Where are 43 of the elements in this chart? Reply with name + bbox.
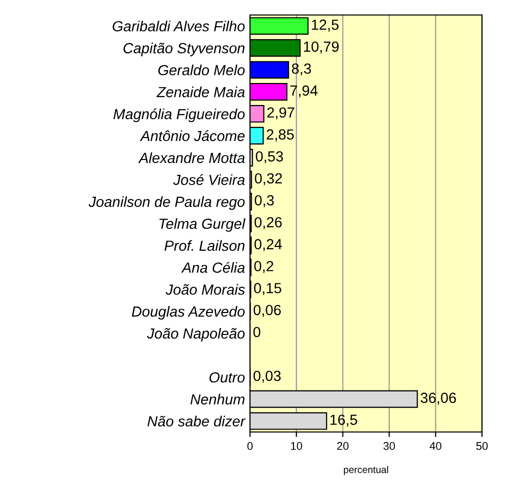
- x-tick-label: 30: [383, 442, 395, 450]
- data-label: 12,5: [312, 20, 339, 32]
- y-tick-label: João Napoleão: [147, 328, 245, 342]
- y-tick-label: Magnólia Figueiredo: [113, 108, 245, 122]
- data-label: 16,5: [330, 414, 358, 427]
- data-label: 7,94: [290, 85, 318, 98]
- y-tick-label: Zenaide Maia: [156, 86, 245, 98]
- y-tick-label: Prof. Lailson: [164, 240, 244, 251]
- y-tick-label: José Vieira: [173, 174, 245, 186]
- data-label: 8,3: [292, 63, 311, 76]
- data-label: 0,06: [254, 304, 281, 317]
- data-label: 10,79: [304, 42, 339, 54]
- y-tick-label: Douglas Azevedo: [132, 306, 245, 320]
- y-tick-label: Não sabe dizer: [148, 416, 246, 426]
- data-label: 0,3: [254, 195, 274, 208]
- data-label: 0: [253, 326, 260, 338]
- data-label: 36,06: [420, 392, 456, 405]
- data-label: 0,32: [254, 173, 282, 186]
- data-label: 0,15: [254, 282, 282, 295]
- data-label: 0,24: [254, 239, 282, 252]
- data-label: 2,97: [267, 107, 294, 120]
- x-tick-label: 10: [291, 442, 302, 450]
- x-tick-label: 20: [337, 442, 349, 450]
- y-tick-label: Capitão Styvenson: [124, 42, 244, 56]
- y-tick-label: João Morais: [166, 284, 245, 295]
- data-label: 0,2: [254, 260, 274, 274]
- data-label: 0,53: [256, 151, 283, 164]
- y-tick-label: Nenhum: [190, 394, 244, 405]
- y-tick-label: Joanilson de Paula rego: [88, 196, 245, 210]
- y-tick-label: Outro: [209, 372, 245, 383]
- data-label: 0,26: [254, 217, 282, 230]
- y-tick-label: Geraldo Melo: [158, 64, 245, 76]
- y-tick-label: Ana Célia: [181, 262, 245, 273]
- data-label: 0,03: [253, 370, 281, 383]
- data-label: 2,85: [266, 129, 294, 142]
- x-tick-label: 40: [430, 442, 442, 450]
- x-tick-label: 0: [247, 442, 253, 450]
- y-tick-label: Antônio Jácome: [140, 130, 245, 142]
- y-tick-label: Alexandre Motta: [138, 152, 245, 164]
- x-tick-label: 50: [476, 442, 488, 450]
- y-tick-label: Garibaldi Alves Filho: [112, 20, 245, 32]
- y-tick-label: Telma Gurgel: [159, 218, 246, 232]
- x-axis-title: percentual: [344, 466, 388, 476]
